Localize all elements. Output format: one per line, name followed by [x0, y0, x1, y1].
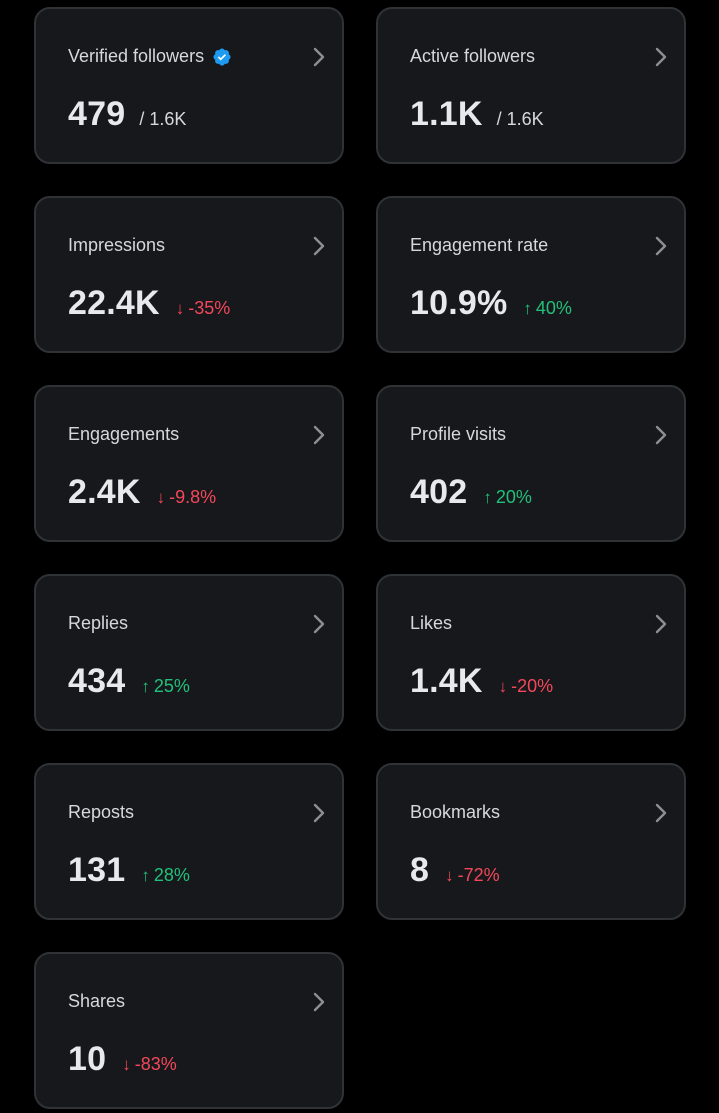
metric-delta-value: -72%	[457, 865, 500, 885]
metric-title: Profile visits	[410, 424, 506, 445]
metric-delta: ↑ 28%	[141, 865, 190, 886]
chevron-right-icon	[310, 612, 328, 636]
metric-title: Impressions	[68, 235, 165, 256]
metric-value-row: 22.4K ↓ -35%	[68, 284, 230, 323]
metrics-grid: Verified followers 479 / 1.6K Active fol…	[34, 7, 686, 1109]
metric-value-row: 8 ↓ -72%	[410, 851, 500, 890]
metric-title: Engagements	[68, 424, 179, 445]
metric-delta-value: -9.8%	[169, 487, 217, 507]
metric-delta: ↓ -20%	[499, 676, 554, 697]
metric-card-engagements[interactable]: Engagements 2.4K ↓ -9.8%	[34, 385, 344, 542]
arrow-up-icon: ↑	[483, 488, 492, 507]
metric-delta-value: 20%	[495, 487, 532, 507]
metric-title-label: Engagements	[68, 424, 180, 444]
metric-value-row: 10.9% ↑ 40%	[410, 284, 572, 323]
metric-value: 434	[68, 662, 126, 700]
arrow-down-icon: ↓	[175, 299, 185, 318]
metric-delta-value: -83%	[134, 1054, 177, 1074]
chevron-right-icon	[310, 801, 328, 825]
metric-title-label: Profile visits	[410, 424, 507, 444]
metric-card-profile-visits[interactable]: Profile visits 402 ↑ 20%	[376, 385, 686, 542]
metric-delta: ↑ 25%	[141, 676, 190, 697]
metric-title-label: Replies	[68, 613, 129, 633]
metric-value-row: 1.4K ↓ -20%	[410, 662, 553, 701]
metric-value-row: 10 ↓ -83%	[68, 1040, 177, 1079]
metric-value-row: 1.1K / 1.6K	[410, 95, 544, 134]
metric-delta: ↓ -83%	[122, 1054, 177, 1075]
arrow-up-icon: ↑	[141, 677, 150, 696]
metric-card-reposts[interactable]: Reposts 131 ↑ 28%	[34, 763, 344, 920]
metric-title-label: Verified followers	[68, 46, 205, 66]
metric-value: 402	[410, 473, 468, 511]
metric-value: 1.4K	[410, 662, 483, 700]
metric-delta: ↓ -35%	[176, 298, 231, 319]
chevron-right-icon	[310, 423, 328, 447]
metric-value-row: 434 ↑ 25%	[68, 662, 190, 701]
metric-delta: ↓ -9.8%	[157, 487, 217, 508]
metric-total: / 1.6K	[496, 109, 544, 129]
chevron-right-icon	[652, 612, 670, 636]
metric-value-row: 402 ↑ 20%	[410, 473, 532, 512]
arrow-down-icon: ↓	[498, 677, 508, 696]
metric-title: Replies	[68, 613, 128, 634]
metric-value: 2.4K	[68, 473, 141, 511]
metric-card-verified-followers[interactable]: Verified followers 479 / 1.6K	[34, 7, 344, 164]
metric-value: 10	[68, 1040, 107, 1078]
metric-delta: ↑ 20%	[483, 487, 532, 508]
metric-value-row: 2.4K ↓ -9.8%	[68, 473, 216, 512]
arrow-down-icon: ↓	[156, 488, 166, 507]
metric-value: 10.9%	[410, 284, 508, 322]
metric-card-replies[interactable]: Replies 434 ↑ 25%	[34, 574, 344, 731]
arrow-up-icon: ↑	[141, 866, 150, 885]
metric-value-row: 131 ↑ 28%	[68, 851, 190, 890]
arrow-down-icon: ↓	[122, 1055, 131, 1074]
metric-title: Verified followers	[68, 46, 232, 67]
chevron-right-icon	[310, 45, 328, 69]
metric-card-bookmarks[interactable]: Bookmarks 8 ↓ -72%	[376, 763, 686, 920]
metric-title: Engagement rate	[410, 235, 548, 256]
verified-badge-icon	[212, 47, 232, 67]
metric-value: 22.4K	[68, 284, 160, 322]
metric-delta: ↓ -72%	[445, 865, 500, 886]
metric-title-label: Active followers	[410, 46, 536, 66]
metric-card-likes[interactable]: Likes 1.4K ↓ -20%	[376, 574, 686, 731]
metric-value: 131	[68, 851, 126, 889]
metric-card-engagement-rate[interactable]: Engagement rate 10.9% ↑ 40%	[376, 196, 686, 353]
metric-value: 1.1K	[410, 95, 483, 133]
metric-title-label: Shares	[68, 991, 126, 1011]
metric-value-row: 479 / 1.6K	[68, 95, 186, 134]
metric-delta-value: -20%	[511, 676, 554, 696]
metric-title-label: Reposts	[68, 802, 135, 822]
chevron-right-icon	[652, 801, 670, 825]
metric-title-label: Engagement rate	[410, 235, 549, 255]
metric-title: Active followers	[410, 46, 535, 67]
metric-delta-value: 25%	[153, 676, 190, 696]
arrow-down-icon: ↓	[445, 866, 454, 885]
metric-title-label: Likes	[410, 613, 453, 633]
metric-value: 479	[68, 95, 126, 133]
metric-value: 8	[410, 851, 430, 889]
metric-title: Shares	[68, 991, 125, 1012]
chevron-right-icon	[310, 234, 328, 258]
metric-title-label: Impressions	[68, 235, 166, 255]
metric-title-label: Bookmarks	[410, 802, 501, 822]
chevron-right-icon	[652, 423, 670, 447]
metric-delta: ↑ 40%	[523, 298, 572, 319]
chevron-right-icon	[652, 45, 670, 69]
metric-total: / 1.6K	[139, 109, 187, 129]
metric-title: Likes	[410, 613, 452, 634]
arrow-up-icon: ↑	[523, 299, 532, 318]
metric-delta-value: 28%	[153, 865, 190, 885]
metric-card-active-followers[interactable]: Active followers 1.1K / 1.6K	[376, 7, 686, 164]
metric-title: Bookmarks	[410, 802, 500, 823]
metric-delta-value: -35%	[188, 298, 231, 318]
metric-card-shares[interactable]: Shares 10 ↓ -83%	[34, 952, 344, 1109]
metric-delta-value: 40%	[535, 298, 572, 318]
metric-card-impressions[interactable]: Impressions 22.4K ↓ -35%	[34, 196, 344, 353]
metric-title: Reposts	[68, 802, 134, 823]
chevron-right-icon	[310, 990, 328, 1014]
chevron-right-icon	[652, 234, 670, 258]
